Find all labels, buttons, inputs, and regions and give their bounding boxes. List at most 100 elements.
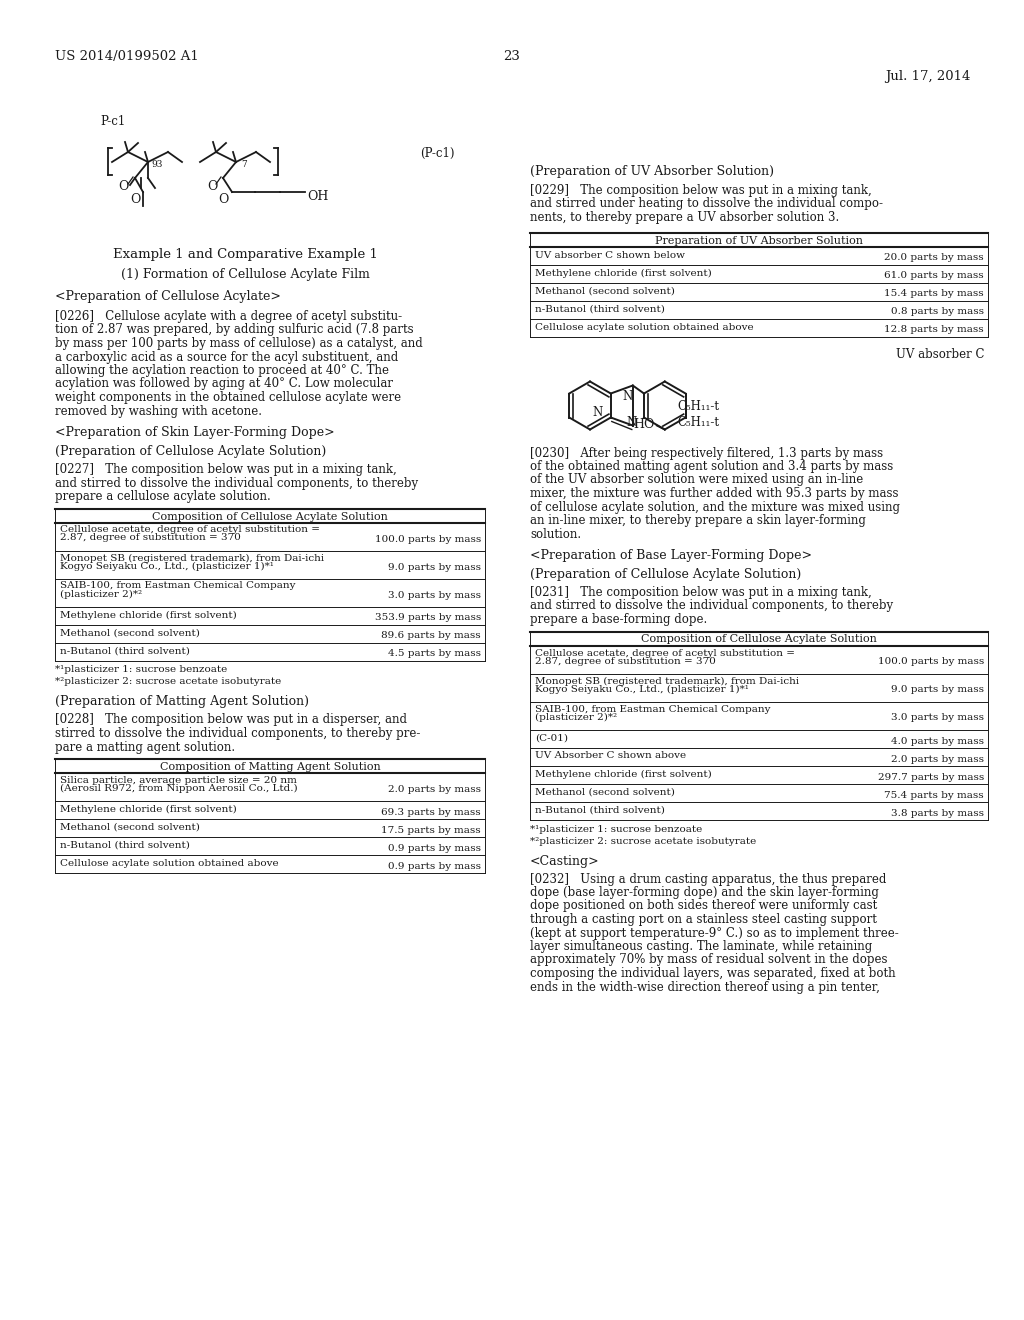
Text: (Preparation of Matting Agent Solution): (Preparation of Matting Agent Solution) <box>55 696 309 709</box>
Text: Cellulose acetate, degree of acetyl substitution =: Cellulose acetate, degree of acetyl subs… <box>535 648 795 657</box>
Text: nents, to thereby prepare a UV absorber solution 3.: nents, to thereby prepare a UV absorber … <box>530 211 840 224</box>
Text: (Aerosil R972, from Nippon Aerosil Co., Ltd.): (Aerosil R972, from Nippon Aerosil Co., … <box>60 784 298 793</box>
Text: ends in the width-wise direction thereof using a pin tenter,: ends in the width-wise direction thereof… <box>530 981 880 994</box>
Text: 2.87, degree of substitution = 370: 2.87, degree of substitution = 370 <box>60 533 241 543</box>
Text: 2.0 parts by mass: 2.0 parts by mass <box>891 755 984 763</box>
Text: HO: HO <box>633 417 654 430</box>
Text: [0232]   Using a drum casting apparatus, the thus prepared: [0232] Using a drum casting apparatus, t… <box>530 873 887 886</box>
Text: O: O <box>218 193 228 206</box>
Text: prepare a base-forming dope.: prepare a base-forming dope. <box>530 612 708 626</box>
Text: 93: 93 <box>151 160 163 169</box>
Text: [0231]   The composition below was put in a mixing tank,: [0231] The composition below was put in … <box>530 586 871 599</box>
Text: (kept at support temperature-9° C.) so as to implement three-: (kept at support temperature-9° C.) so a… <box>530 927 899 940</box>
Text: 4.0 parts by mass: 4.0 parts by mass <box>891 737 984 746</box>
Text: Preparation of UV Absorber Solution: Preparation of UV Absorber Solution <box>655 235 863 246</box>
Text: and stirred to dissolve the individual components, to thereby: and stirred to dissolve the individual c… <box>530 599 893 612</box>
Text: 75.4 parts by mass: 75.4 parts by mass <box>885 791 984 800</box>
Text: Silica particle, average particle size = 20 nm: Silica particle, average particle size =… <box>60 776 297 785</box>
Text: Cellulose acylate solution obtained above: Cellulose acylate solution obtained abov… <box>60 859 279 869</box>
Text: N: N <box>627 416 637 429</box>
Text: Monopet SB (registered trademark), from Dai-ichi: Monopet SB (registered trademark), from … <box>60 553 325 562</box>
Text: UV absorber C shown below: UV absorber C shown below <box>535 251 685 260</box>
Text: an in-line mixer, to thereby prepare a skin layer-forming: an in-line mixer, to thereby prepare a s… <box>530 513 866 527</box>
Text: dope (base layer-forming dope) and the skin layer-forming: dope (base layer-forming dope) and the s… <box>530 886 879 899</box>
Text: Methanol (second solvent): Methanol (second solvent) <box>60 822 200 832</box>
Text: stirred to dissolve the individual components, to thereby pre-: stirred to dissolve the individual compo… <box>55 727 421 741</box>
Text: 17.5 parts by mass: 17.5 parts by mass <box>381 826 481 836</box>
Text: Methylene chloride (first solvent): Methylene chloride (first solvent) <box>535 268 712 277</box>
Text: Cellulose acylate solution obtained above: Cellulose acylate solution obtained abov… <box>535 322 754 331</box>
Text: 2.0 parts by mass: 2.0 parts by mass <box>388 785 481 795</box>
Text: (Preparation of UV Absorber Solution): (Preparation of UV Absorber Solution) <box>530 165 774 178</box>
Text: n-Butanol (third solvent): n-Butanol (third solvent) <box>60 647 189 656</box>
Text: N: N <box>593 405 603 418</box>
Text: 0.9 parts by mass: 0.9 parts by mass <box>388 843 481 853</box>
Text: (C-01): (C-01) <box>535 734 568 742</box>
Text: 3.8 parts by mass: 3.8 parts by mass <box>891 808 984 817</box>
Text: 297.7 parts by mass: 297.7 parts by mass <box>878 772 984 781</box>
Text: [0226]   Cellulose acylate with a degree of acetyl substitu-: [0226] Cellulose acylate with a degree o… <box>55 310 402 323</box>
Text: Example 1 and Comparative Example 1: Example 1 and Comparative Example 1 <box>113 248 378 261</box>
Text: removed by washing with acetone.: removed by washing with acetone. <box>55 404 262 417</box>
Text: 100.0 parts by mass: 100.0 parts by mass <box>375 535 481 544</box>
Text: 61.0 parts by mass: 61.0 parts by mass <box>885 272 984 281</box>
Text: 0.8 parts by mass: 0.8 parts by mass <box>891 308 984 317</box>
Text: composing the individual layers, was separated, fixed at both: composing the individual layers, was sep… <box>530 968 896 979</box>
Text: 15.4 parts by mass: 15.4 parts by mass <box>885 289 984 298</box>
Text: 23: 23 <box>504 50 520 63</box>
Text: 89.6 parts by mass: 89.6 parts by mass <box>381 631 481 640</box>
Text: 69.3 parts by mass: 69.3 parts by mass <box>381 808 481 817</box>
Text: 12.8 parts by mass: 12.8 parts by mass <box>885 326 984 334</box>
Text: [0228]   The composition below was put in a disperser, and: [0228] The composition below was put in … <box>55 714 407 726</box>
Text: <Preparation of Skin Layer-Forming Dope>: <Preparation of Skin Layer-Forming Dope> <box>55 426 335 440</box>
Text: O: O <box>118 180 128 193</box>
Text: UV Absorber C shown above: UV Absorber C shown above <box>535 751 686 760</box>
Text: <Preparation of Base Layer-Forming Dope>: <Preparation of Base Layer-Forming Dope> <box>530 549 812 562</box>
Text: pare a matting agent solution.: pare a matting agent solution. <box>55 741 236 754</box>
Text: [0229]   The composition below was put in a mixing tank,: [0229] The composition below was put in … <box>530 183 871 197</box>
Text: US 2014/0199502 A1: US 2014/0199502 A1 <box>55 50 199 63</box>
Text: 9.0 parts by mass: 9.0 parts by mass <box>891 685 984 694</box>
Text: (1) Formation of Cellulose Acylate Film: (1) Formation of Cellulose Acylate Film <box>121 268 370 281</box>
Text: 100.0 parts by mass: 100.0 parts by mass <box>878 657 984 667</box>
Text: N: N <box>623 391 633 404</box>
Text: of the obtained matting agent solution and 3.4 parts by mass: of the obtained matting agent solution a… <box>530 459 893 473</box>
Text: of cellulose acylate solution, and the mixture was mixed using: of cellulose acylate solution, and the m… <box>530 500 900 513</box>
Text: C₅H₁₁-t: C₅H₁₁-t <box>678 400 720 412</box>
Text: *²plasticizer 2: sucrose acetate isobutyrate: *²plasticizer 2: sucrose acetate isobuty… <box>530 837 757 846</box>
Text: of the UV absorber solution were mixed using an in-line: of the UV absorber solution were mixed u… <box>530 474 863 487</box>
Text: Jul. 17, 2014: Jul. 17, 2014 <box>885 70 970 83</box>
Text: O: O <box>130 193 140 206</box>
Text: (P-c1): (P-c1) <box>421 147 455 160</box>
Text: *¹plasticizer 1: sucrose benzoate: *¹plasticizer 1: sucrose benzoate <box>55 665 227 675</box>
Text: 7: 7 <box>241 160 247 169</box>
Text: Methanol (second solvent): Methanol (second solvent) <box>535 286 675 296</box>
Text: acylation was followed by aging at 40° C. Low molecular: acylation was followed by aging at 40° C… <box>55 378 393 391</box>
Text: allowing the acylation reaction to proceed at 40° C. The: allowing the acylation reaction to proce… <box>55 364 389 378</box>
Text: SAIB-100, from Eastman Chemical Company: SAIB-100, from Eastman Chemical Company <box>60 582 296 590</box>
Text: SAIB-100, from Eastman Chemical Company: SAIB-100, from Eastman Chemical Company <box>535 705 770 714</box>
Text: UV absorber C: UV absorber C <box>896 348 985 362</box>
Text: a carboxylic acid as a source for the acyl substituent, and: a carboxylic acid as a source for the ac… <box>55 351 398 363</box>
Text: mixer, the mixture was further added with 95.3 parts by mass: mixer, the mixture was further added wit… <box>530 487 898 500</box>
Text: 2.87, degree of substitution = 370: 2.87, degree of substitution = 370 <box>535 656 716 665</box>
Text: dope positioned on both sides thereof were uniformly cast: dope positioned on both sides thereof we… <box>530 899 878 912</box>
Text: Kogyo Seiyaku Co., Ltd., (plasticizer 1)*¹: Kogyo Seiyaku Co., Ltd., (plasticizer 1)… <box>535 685 749 693</box>
Text: 20.0 parts by mass: 20.0 parts by mass <box>885 253 984 263</box>
Text: prepare a cellulose acylate solution.: prepare a cellulose acylate solution. <box>55 490 270 503</box>
Text: OH: OH <box>307 190 329 203</box>
Text: solution.: solution. <box>530 528 582 540</box>
Text: Monopet SB (registered trademark), from Dai-ichi: Monopet SB (registered trademark), from … <box>535 676 799 685</box>
Text: 3.0 parts by mass: 3.0 parts by mass <box>388 590 481 599</box>
Text: C₅H₁₁-t: C₅H₁₁-t <box>678 416 720 429</box>
Text: *¹plasticizer 1: sucrose benzoate: *¹plasticizer 1: sucrose benzoate <box>530 825 702 833</box>
Text: 4.5 parts by mass: 4.5 parts by mass <box>388 649 481 659</box>
Text: n-Butanol (third solvent): n-Butanol (third solvent) <box>60 841 189 850</box>
Text: Methylene chloride (first solvent): Methylene chloride (first solvent) <box>60 610 237 619</box>
Text: n-Butanol (third solvent): n-Butanol (third solvent) <box>535 305 665 314</box>
Text: 3.0 parts by mass: 3.0 parts by mass <box>891 714 984 722</box>
Text: weight components in the obtained cellulose acylate were: weight components in the obtained cellul… <box>55 391 401 404</box>
Text: <Casting>: <Casting> <box>530 854 600 867</box>
Text: 353.9 parts by mass: 353.9 parts by mass <box>375 614 481 623</box>
Text: [0230]   After being respectively filtered, 1.3 parts by mass: [0230] After being respectively filtered… <box>530 446 883 459</box>
